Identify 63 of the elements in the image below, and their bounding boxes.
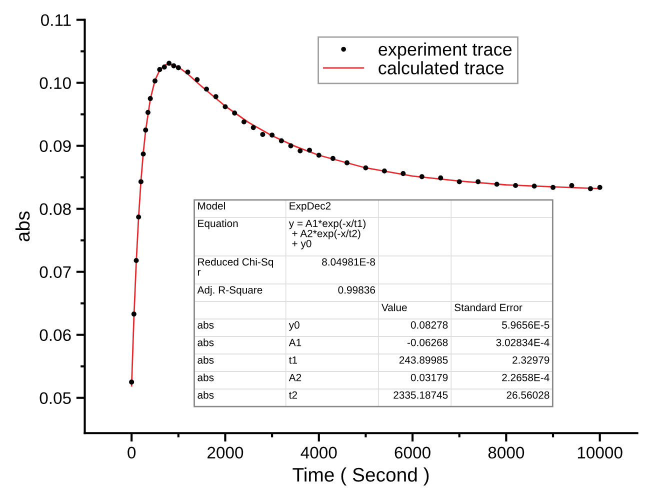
point xyxy=(270,132,275,138)
point xyxy=(213,94,218,100)
y-tick-label: 0.11 xyxy=(41,14,71,26)
x-tick-label: 6000 xyxy=(394,446,430,459)
point xyxy=(134,258,139,264)
point xyxy=(513,182,518,188)
point xyxy=(363,165,368,170)
point xyxy=(194,77,200,82)
y-tick-label: 0.10 xyxy=(40,77,71,90)
point xyxy=(222,104,228,110)
point xyxy=(143,128,148,133)
y-tick-label: 0.05 xyxy=(40,392,71,404)
point xyxy=(532,184,537,189)
point xyxy=(148,96,153,102)
y-tick-label: 0.09 xyxy=(40,140,71,152)
x-tick-label: 10000 xyxy=(578,446,622,459)
point xyxy=(250,125,256,130)
y-axis-title: abs xyxy=(15,211,30,242)
point xyxy=(232,110,238,116)
point xyxy=(476,179,481,184)
point xyxy=(145,110,151,115)
point xyxy=(330,156,336,161)
point xyxy=(176,65,181,70)
point xyxy=(185,70,190,75)
point xyxy=(140,151,146,157)
point xyxy=(152,78,158,84)
point xyxy=(204,86,210,92)
x-axis-title: Time ( Second ) xyxy=(292,467,429,486)
legend-label: experiment trace xyxy=(378,42,512,60)
y-tick-label: 0.06 xyxy=(40,329,71,342)
point xyxy=(288,143,294,148)
point xyxy=(438,175,444,180)
point xyxy=(382,168,387,174)
point xyxy=(162,64,167,70)
x-tick-label: 4000 xyxy=(300,446,337,459)
legend-label: calculated trace xyxy=(378,61,504,74)
point xyxy=(494,182,500,187)
x-tick-label: 0 xyxy=(128,446,136,459)
point xyxy=(171,63,176,68)
point xyxy=(306,148,312,153)
point xyxy=(278,138,284,144)
y-tick-label: 0.07 xyxy=(40,266,71,278)
point xyxy=(588,186,593,192)
x-tick-label: 8000 xyxy=(488,446,524,459)
point xyxy=(131,312,136,317)
point xyxy=(569,182,574,188)
point xyxy=(157,67,162,72)
point xyxy=(129,380,134,385)
point xyxy=(136,214,142,220)
x-tick-label: 2000 xyxy=(208,446,244,459)
point xyxy=(138,179,144,184)
point xyxy=(456,179,462,184)
point xyxy=(260,132,266,138)
point xyxy=(298,148,303,154)
y-tick-label: 0.08 xyxy=(40,203,71,216)
point xyxy=(550,184,556,190)
point xyxy=(316,152,322,158)
point xyxy=(597,184,602,190)
point xyxy=(400,171,406,176)
point xyxy=(166,60,172,66)
point xyxy=(344,160,350,166)
point xyxy=(419,174,424,180)
point xyxy=(241,119,246,124)
